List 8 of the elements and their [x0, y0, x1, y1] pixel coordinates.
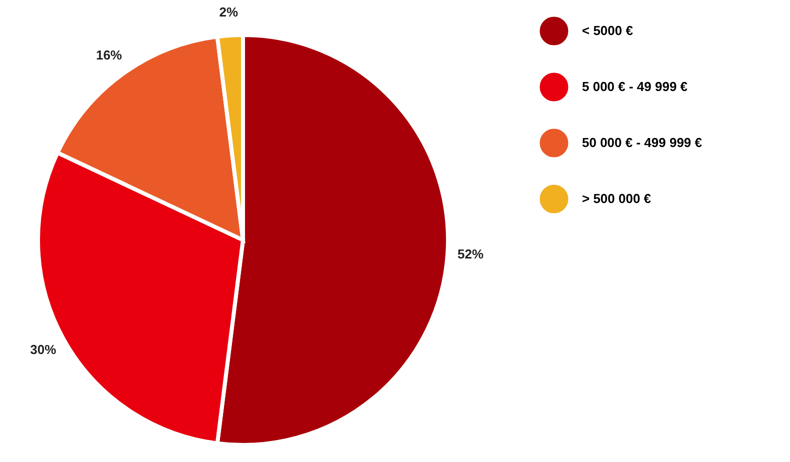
- data-label: 30%: [30, 342, 57, 357]
- legend-label: < 5000 €: [582, 23, 633, 38]
- data-label: 52%: [458, 246, 484, 262]
- data-label: 16%: [96, 48, 122, 63]
- legend-label: 5 000 € - 49 999 €: [582, 79, 688, 94]
- legend-label: 50 000 € - 499 999 €: [582, 135, 702, 150]
- legend-label: > 500 000 €: [582, 191, 652, 206]
- data-label: 2%: [219, 4, 239, 20]
